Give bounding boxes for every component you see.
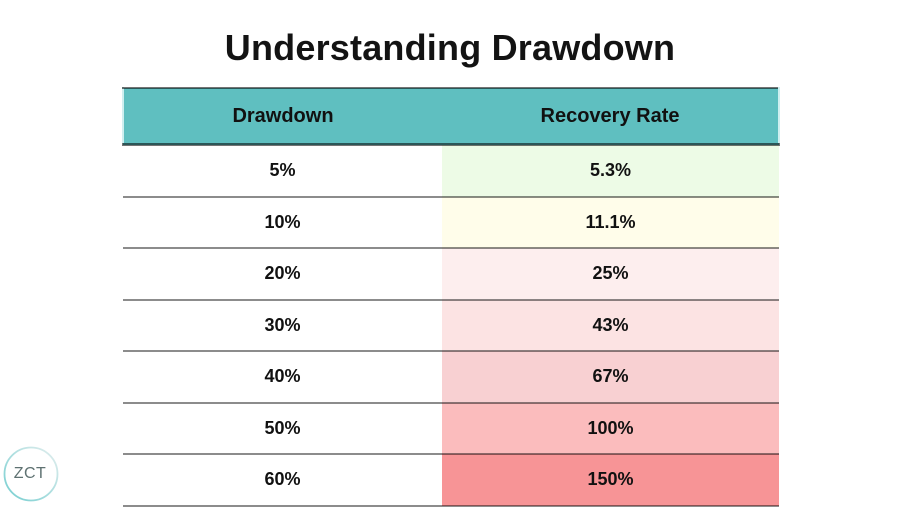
zct-logo-text: ZCT	[13, 465, 47, 482]
recovery-rate-value-cell: 150%	[442, 454, 779, 507]
table-header-row: Drawdown Recovery Rate	[122, 87, 780, 146]
recovery-rate-value-cell: 100%	[442, 402, 779, 455]
drawdown-value-cell: 30%	[123, 299, 442, 352]
drawdown-value-cell: 60%	[123, 454, 442, 507]
drawdown-value-cell: 10%	[123, 196, 442, 249]
table-row: 60% 150%	[123, 454, 779, 507]
table-row: 10% 11.1%	[123, 196, 779, 249]
drawdown-value-cell: 50%	[123, 402, 442, 455]
table-row: 20% 25%	[123, 248, 779, 301]
table-row: 5% 5.3%	[123, 144, 779, 198]
table-row: 40% 67%	[123, 351, 779, 404]
drawdown-value-cell: 40%	[123, 351, 442, 404]
recovery-rate-value-cell: 25%	[442, 248, 779, 301]
drawdown-table: Drawdown Recovery Rate 5% 5.3% 10% 11.1%…	[122, 87, 780, 507]
recovery-rate-value-cell: 43%	[442, 299, 779, 352]
drawdown-value-cell: 20%	[123, 248, 442, 301]
table-row: 50% 100%	[123, 402, 779, 455]
table-row: 30% 43%	[123, 299, 779, 352]
recovery-rate-value-cell: 67%	[442, 351, 779, 404]
recovery-rate-column-header: Recovery Rate	[442, 87, 780, 146]
zct-logo: ZCT	[2, 446, 60, 504]
recovery-rate-value-cell: 5.3%	[442, 144, 779, 198]
recovery-rate-value-cell: 11.1%	[442, 196, 779, 249]
zct-logo-ring-icon	[3, 446, 59, 502]
drawdown-value-cell: 5%	[123, 144, 442, 198]
page-title: Understanding Drawdown	[224, 27, 676, 68]
drawdown-column-header: Drawdown	[122, 87, 442, 146]
